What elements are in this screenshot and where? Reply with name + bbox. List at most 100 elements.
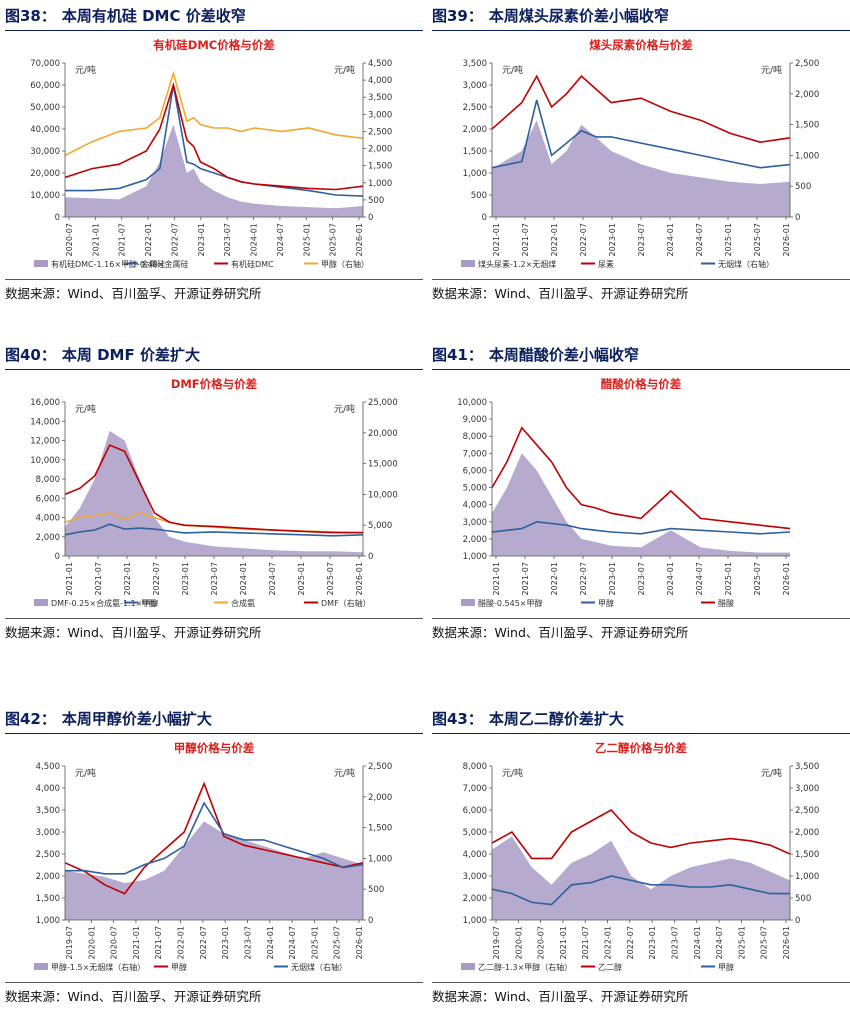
x-tick-label: 2023-01: [197, 223, 206, 256]
left-tick-label: 2,000: [463, 535, 487, 545]
x-tick-label: 2025-01: [737, 926, 746, 959]
right-tick-label: 10,000: [368, 490, 398, 500]
legend-label: 乙二醇: [598, 962, 622, 972]
right-tick-label: 500: [795, 894, 811, 904]
x-tick-label: 2025-07: [326, 562, 335, 595]
x-tick-label: 2021-01: [91, 223, 100, 256]
right-tick-label: 25,000: [368, 398, 398, 408]
x-tick-label: 2021-07: [94, 562, 103, 595]
x-tick-label: 2025-07: [753, 562, 762, 595]
title-rule: [5, 30, 423, 31]
left-tick-label: 10,000: [457, 398, 487, 408]
x-tick-label: 2025-07: [329, 223, 338, 256]
left-tick-label: 0: [482, 213, 487, 223]
x-tick-label: 2020-07: [110, 926, 119, 959]
x-tick-label: 2023-01: [648, 926, 657, 959]
left-tick-label: 3,500: [463, 59, 487, 69]
series-area-0: [492, 836, 790, 920]
legend-label: 合成氨: [231, 598, 255, 608]
figure-title: 图43： 本周乙二醇价差扩大: [432, 706, 850, 732]
left-tick-label: 3,000: [463, 518, 487, 528]
left-axis-unit: 元/吨: [502, 767, 523, 779]
x-tick-label: 2024-07: [268, 562, 277, 595]
source-rule: [432, 279, 850, 280]
series-area-0: [65, 124, 363, 217]
right-tick-label: 1,000: [795, 151, 819, 161]
source-rule: [5, 279, 423, 280]
source-note: 数据来源：Wind、百川盈孚、开源证券研究所: [432, 625, 689, 640]
x-tick-label: 2021-01: [65, 562, 74, 595]
x-tick-label: 2022-07: [152, 562, 161, 595]
left-tick-label: 1,500: [463, 147, 487, 157]
figure-panel-40: 图40： 本周 DMF 价差扩大 DMF价格与价差 元/吨 元/吨 0 2,000 4,00…: [5, 342, 423, 652]
x-tick-label: 2026-01: [782, 223, 791, 256]
x-tick-label: 2025-01: [297, 562, 306, 595]
x-tick-label: 2020-01: [514, 926, 523, 959]
left-axis-unit: 元/吨: [502, 64, 523, 76]
legend-label: 尿素: [598, 259, 614, 269]
left-tick-label: 40,000: [30, 125, 60, 135]
legend-label: 甲醇-1.5×无烟煤（右轴）: [51, 962, 145, 972]
series-line-3: [64, 70, 364, 157]
series-line-1: [64, 781, 364, 895]
source-rule: [5, 618, 423, 619]
x-tick-label: 2025-01: [724, 223, 733, 256]
chart-title: 煤头尿素价格与价差: [589, 38, 693, 52]
series-line-2: [65, 801, 364, 875]
left-tick-label: 12,000: [30, 437, 60, 447]
left-tick-label: 8,000: [463, 432, 487, 442]
figure-title-text: 本周 DMF 价差扩大: [61, 346, 200, 364]
title-rule: [5, 733, 423, 734]
x-tick-label: 2024-01: [693, 926, 702, 959]
source-rule: [432, 982, 850, 983]
left-tick-label: 3,000: [463, 81, 487, 91]
legend-label: 醋酸: [718, 598, 734, 608]
source-note: 数据来源：Wind、百川盈孚、开源证券研究所: [5, 625, 262, 640]
x-tick-label: 2026-01: [782, 562, 791, 595]
left-tick-label: 2,000: [463, 125, 487, 135]
x-tick-label: 2024-07: [715, 926, 724, 959]
right-tick-label: 3,000: [795, 784, 819, 794]
series-line-1: [491, 808, 791, 860]
left-tick-label: 4,500: [36, 762, 60, 772]
figure-title-text: 本周煤头尿素价差小幅收窄: [488, 7, 669, 25]
left-tick-label: 6,000: [463, 466, 487, 476]
legend-swatch: [34, 963, 48, 970]
legend-label: 甲醇: [718, 962, 734, 972]
right-tick-label: 5,000: [368, 521, 392, 531]
x-tick-label: 2023-07: [637, 223, 646, 256]
x-tick-label: 2019-07: [65, 926, 74, 959]
x-tick-label: 2024-01: [666, 562, 675, 595]
figure-number: 图41：: [432, 346, 483, 364]
x-tick-label: 2022-01: [550, 223, 559, 256]
figure-number: 图38：: [5, 7, 56, 25]
x-tick-label: 2024-01: [266, 926, 275, 959]
right-axis-unit: 元/吨: [761, 767, 782, 779]
right-tick-label: 2,500: [368, 762, 392, 772]
x-tick-label: 2026-01: [355, 223, 364, 256]
x-tick-label: 2023-07: [637, 562, 646, 595]
chart-title: 有机硅DMC价格与价差: [153, 38, 275, 52]
series-line-1: [491, 74, 791, 144]
figure-number: 图40：: [5, 346, 56, 364]
left-tick-label: 1,000: [463, 552, 487, 562]
x-tick-label: 2022-01: [123, 562, 132, 595]
series-line-2: [491, 99, 791, 169]
right-tick-label: 4,500: [368, 59, 392, 69]
right-tick-label: 2,500: [795, 59, 819, 69]
series-line-2: [64, 82, 364, 191]
right-tick-label: 0: [795, 916, 800, 926]
figure-title: 图39： 本周煤头尿素价差小幅收窄: [432, 3, 850, 29]
x-tick-label: 2023-01: [608, 223, 617, 256]
series-line-1: [65, 84, 364, 197]
x-tick-label: 2020-07: [537, 926, 546, 959]
left-tick-label: 30,000: [30, 147, 60, 157]
left-tick-label: 10,000: [30, 191, 60, 201]
legend-label: 无烟煤（右轴）: [291, 962, 347, 972]
x-tick-label: 2022-07: [626, 926, 635, 959]
series-area-0: [492, 453, 790, 556]
x-tick-label: 2021-07: [521, 562, 530, 595]
x-tick-label: 2024-01: [239, 562, 248, 595]
